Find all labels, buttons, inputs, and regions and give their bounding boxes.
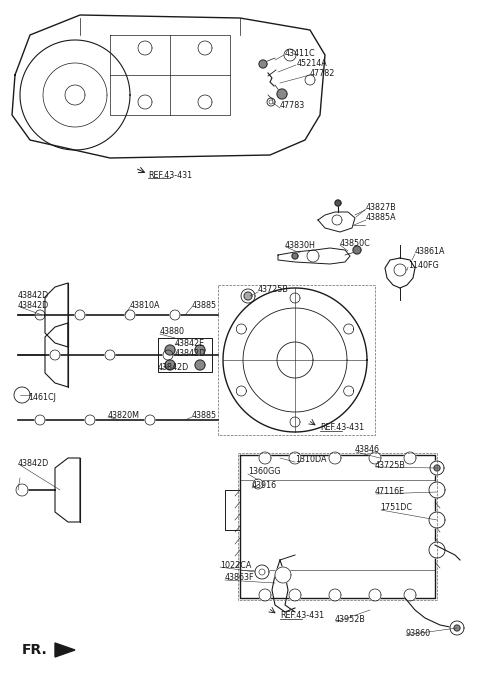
Polygon shape [105, 350, 115, 360]
Text: 43820M: 43820M [108, 410, 140, 420]
Text: REF.43-431: REF.43-431 [320, 424, 364, 433]
Polygon shape [75, 310, 85, 320]
Polygon shape [454, 625, 460, 631]
Text: 43880: 43880 [160, 327, 185, 336]
Text: FR.: FR. [22, 643, 48, 657]
Polygon shape [434, 465, 440, 471]
Text: REF.43-431: REF.43-431 [280, 612, 324, 620]
Text: 43842E: 43842E [175, 338, 205, 348]
Polygon shape [145, 415, 155, 425]
Text: 43830H: 43830H [285, 241, 316, 250]
Polygon shape [329, 452, 341, 464]
Text: 43725B: 43725B [258, 285, 289, 294]
Text: 43842D: 43842D [158, 363, 189, 372]
Polygon shape [165, 345, 175, 355]
Polygon shape [253, 479, 263, 489]
Text: 43885: 43885 [192, 410, 217, 420]
Polygon shape [16, 484, 28, 496]
Text: 1022CA: 1022CA [220, 561, 252, 570]
Polygon shape [165, 360, 175, 370]
Polygon shape [85, 415, 95, 425]
Text: 43842D: 43842D [18, 292, 49, 300]
Text: REF.43-431: REF.43-431 [148, 170, 192, 180]
Text: 45214A: 45214A [297, 58, 328, 68]
Text: 43842D: 43842D [175, 349, 206, 359]
Polygon shape [289, 589, 301, 601]
Text: 1461CJ: 1461CJ [28, 393, 56, 403]
Text: 1140FG: 1140FG [408, 260, 439, 269]
Text: 43861A: 43861A [415, 247, 445, 256]
Polygon shape [259, 452, 271, 464]
Polygon shape [450, 621, 464, 635]
Polygon shape [277, 89, 287, 99]
Polygon shape [353, 246, 361, 254]
Polygon shape [369, 452, 381, 464]
Polygon shape [195, 345, 205, 355]
Polygon shape [429, 542, 445, 558]
Polygon shape [35, 415, 45, 425]
Polygon shape [241, 289, 255, 303]
Polygon shape [163, 350, 173, 360]
Text: 47116E: 47116E [375, 487, 405, 496]
Text: 1751DC: 1751DC [380, 504, 412, 513]
Polygon shape [125, 310, 135, 320]
Text: 43842D: 43842D [18, 300, 49, 309]
Polygon shape [369, 589, 381, 601]
Polygon shape [430, 461, 444, 475]
Polygon shape [55, 643, 75, 657]
Polygon shape [429, 482, 445, 498]
Polygon shape [429, 512, 445, 528]
Text: 43827B: 43827B [366, 203, 397, 212]
Polygon shape [329, 589, 341, 601]
Text: 43850C: 43850C [340, 239, 371, 247]
Text: 43846: 43846 [355, 445, 380, 454]
Polygon shape [35, 310, 45, 320]
Polygon shape [255, 565, 269, 579]
Polygon shape [335, 200, 341, 206]
Polygon shape [244, 292, 252, 300]
Text: 43725B: 43725B [375, 460, 406, 469]
Polygon shape [170, 310, 180, 320]
Polygon shape [14, 387, 30, 403]
Polygon shape [404, 452, 416, 464]
Text: 43842D: 43842D [18, 458, 49, 468]
Text: 47783: 47783 [280, 102, 305, 111]
Text: 43411C: 43411C [285, 49, 316, 58]
Text: 43916: 43916 [252, 481, 277, 490]
Polygon shape [50, 350, 60, 360]
Text: 1360GG: 1360GG [248, 468, 280, 477]
Polygon shape [292, 253, 298, 259]
Polygon shape [404, 589, 416, 601]
Text: 43863F: 43863F [225, 574, 254, 582]
Text: 1310DA: 1310DA [295, 456, 326, 464]
Polygon shape [195, 360, 205, 370]
Polygon shape [275, 567, 291, 583]
Text: 43952B: 43952B [335, 616, 366, 624]
Polygon shape [289, 452, 301, 464]
Text: 93860: 93860 [405, 629, 430, 637]
Text: 43885: 43885 [192, 300, 217, 309]
Text: 47782: 47782 [310, 68, 336, 77]
Polygon shape [259, 60, 267, 68]
Text: 43810A: 43810A [130, 300, 160, 309]
Text: 43885A: 43885A [366, 214, 396, 222]
Polygon shape [259, 589, 271, 601]
